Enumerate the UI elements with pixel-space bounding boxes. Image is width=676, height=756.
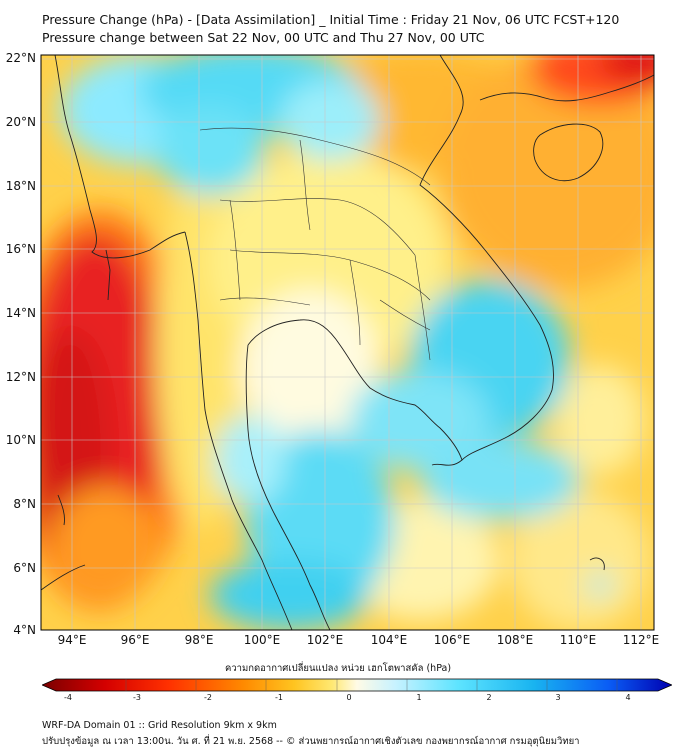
- lat-label: 10°N: [5, 433, 36, 447]
- lon-label: 98°E: [184, 633, 214, 647]
- lon-label: 110°E: [559, 633, 597, 647]
- colorbar-tick: -2: [204, 693, 212, 702]
- lat-label: 14°N: [5, 306, 36, 320]
- lat-label: 18°N: [5, 179, 36, 193]
- colorbar: [42, 678, 672, 692]
- footer-model-info: WRF-DA Domain 01 :: Grid Resolution 9km …: [42, 720, 277, 731]
- colorbar-tick: 3: [555, 693, 561, 702]
- map-subtitle: Pressure change between Sat 22 Nov, 00 U…: [42, 30, 485, 45]
- lat-label: 4°N: [13, 623, 36, 637]
- lon-label: 112°E: [622, 633, 660, 647]
- colorbar-tick: -4: [64, 693, 72, 702]
- colorbar-bar: [42, 678, 672, 692]
- lat-label: 12°N: [5, 370, 36, 384]
- colorbar-tick: 4: [625, 693, 631, 702]
- lat-label: 16°N: [5, 242, 36, 256]
- colorbar-tick: 0: [346, 693, 352, 702]
- colorbar-tick: 2: [486, 693, 492, 702]
- colorbar-tick: -1: [275, 693, 283, 702]
- lat-lon-grid: [41, 55, 654, 630]
- lon-label: 106°E: [433, 633, 471, 647]
- lat-label: 6°N: [13, 561, 36, 575]
- lon-label: 102°E: [306, 633, 344, 647]
- pressure-change-map: [40, 54, 655, 631]
- map-frame: [40, 54, 655, 631]
- pressure-field: [41, 55, 654, 630]
- lon-label: 94°E: [57, 633, 87, 647]
- lat-label: 8°N: [13, 497, 36, 511]
- colorbar-title: ความกดอากาศเปลี่ยนแปลง หน่วย เฮกโตพาสคัล…: [224, 663, 452, 674]
- lon-label: 96°E: [120, 633, 150, 647]
- map-title: Pressure Change (hPa) - [Data Assimilati…: [42, 12, 620, 27]
- lon-label: 100°E: [243, 633, 281, 647]
- lat-label: 22°N: [5, 51, 36, 65]
- footer-credit: ปรับปรุงข้อมูล ณ เวลา 13:00น. วัน ศ. ที่…: [42, 736, 580, 747]
- colorbar-tick: -3: [133, 693, 141, 702]
- lon-label: 108°E: [496, 633, 534, 647]
- country-borders: [199, 127, 431, 361]
- colorbar-tick: 1: [416, 693, 422, 702]
- lat-label: 20°N: [5, 115, 36, 129]
- lon-label: 104°E: [370, 633, 408, 647]
- coastlines: [40, 54, 655, 631]
